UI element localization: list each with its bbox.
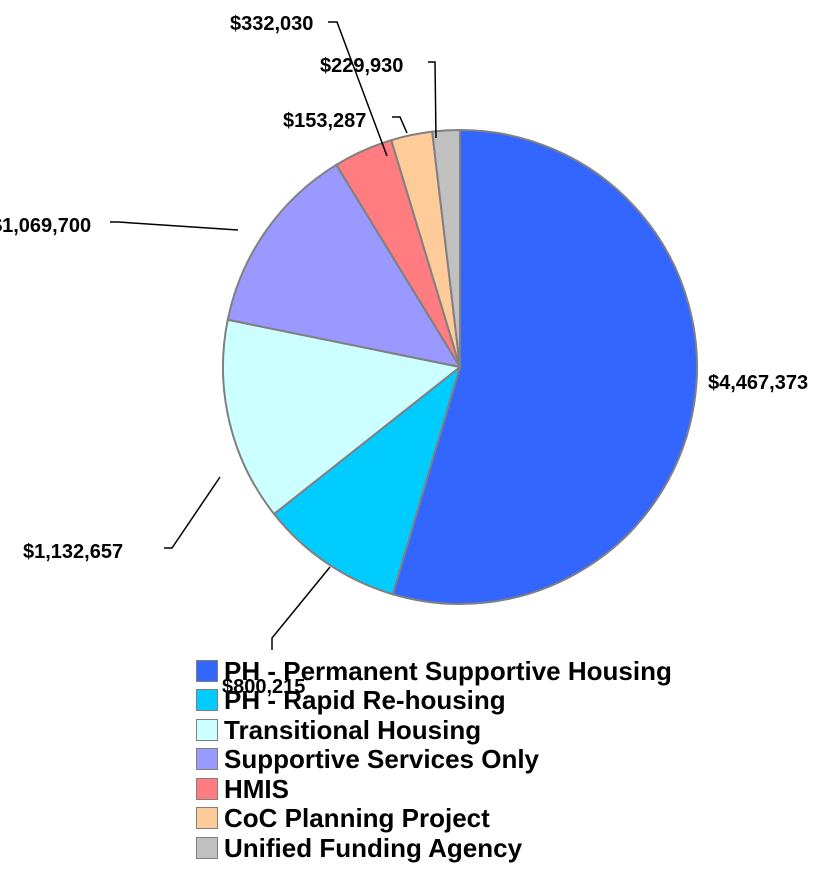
legend-swatch [196,689,218,712]
legend-label: PH - Permanent Supportive Housing [224,655,672,686]
pie-slice-1 [391,128,698,605]
legend-label: Supportive Services Only [224,744,540,775]
legend-item-4: Supportive Services Only [196,745,672,775]
legend-item-7: Unified Funding Agency [196,833,672,863]
data-label-4: $1,069,700 [0,215,91,237]
leader-line-5 [328,21,388,157]
pie-slice-7 [431,128,461,368]
legend-item-5: HMIS [196,774,672,804]
data-label-6: $229,930 [320,55,403,77]
legend-swatch [196,748,218,771]
leader-line-7 [392,116,408,134]
legend-label: HMIS [224,773,289,804]
legend-label: Unified Funding Agency [224,832,523,863]
leader-line-2 [271,566,331,650]
legend-swatch [196,807,218,830]
data-labels: $4,467,373 $800,215 $1,132,657 $1,069,700 $3… [0,13,808,698]
legend-item-1: PH - Permanent Supportive Housing [196,656,672,686]
legend-item-2: PH - Rapid Re-housing [196,686,672,716]
legend-label: PH - Rapid Re-housing [224,685,506,716]
leader-line-6 [428,61,437,139]
pie-slice-4 [226,163,463,369]
legend-swatch [196,777,218,800]
legend-swatch [196,659,218,682]
data-label-5: $332,030 [230,13,313,35]
pie-slices [221,128,698,605]
leader-line-4 [110,221,239,231]
legend-swatch [196,836,218,859]
leader-lines [110,21,437,650]
legend-item-3: Transitional Housing [196,715,672,745]
pie-slice-3 [221,318,463,516]
data-label-2: $800,215 [222,676,305,698]
legend-label: CoC Planning Project [224,803,490,834]
legend-item-6: CoC Planning Project [196,804,672,834]
pie-slice-2 [272,364,462,596]
data-label-1: $4,467,373 [708,372,808,394]
legend-swatch [196,718,218,741]
legend-label: Transitional Housing [224,714,482,745]
data-label-3: $1,132,657 [23,541,123,563]
legend: PH - Permanent Supportive Housing PH - Ra… [196,656,672,863]
data-label-7: $153,287 [283,110,366,132]
leader-line-3 [164,476,221,549]
